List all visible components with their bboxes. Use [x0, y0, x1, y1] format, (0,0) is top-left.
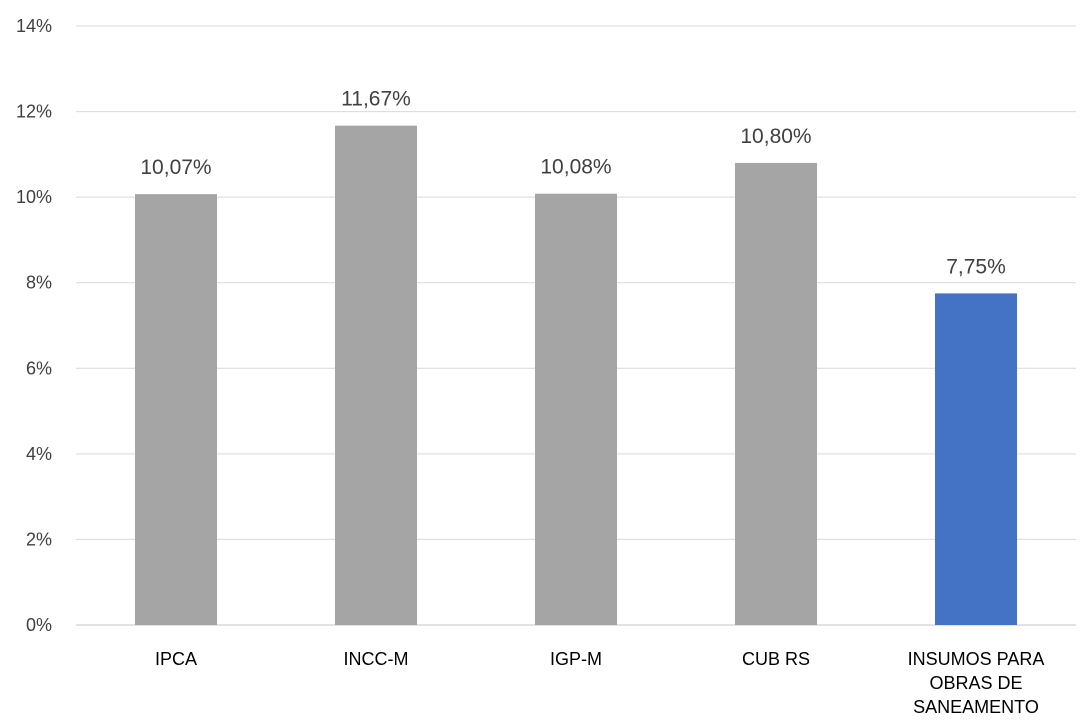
y-tick-label: 0% — [26, 615, 52, 635]
y-tick-label: 4% — [26, 444, 52, 464]
bar — [535, 193, 617, 625]
data-label: 10,80% — [740, 125, 811, 148]
x-axis-category-labels: IPCA INCC-M IGP-M CUB RS INSUMOS PARA OBRAS D… — [155, 649, 1044, 717]
y-tick-label: 12% — [16, 102, 52, 122]
x-tick-label: INCC-M — [344, 649, 409, 669]
x-tick-label: IPCA — [155, 649, 197, 669]
x-tick-label: CUB RS — [742, 649, 810, 669]
y-axis-tick-labels: 0% 2% 4% 6% 8% 10% 12% 14% — [16, 16, 52, 635]
data-labels: 10,07% 11,67% 10,08% 10,80% 7,75% — [140, 88, 1005, 279]
y-tick-label: 2% — [26, 529, 52, 549]
data-label: 7,75% — [946, 255, 1006, 278]
y-tick-label: 6% — [26, 358, 52, 378]
bar — [135, 194, 217, 625]
bar — [735, 162, 817, 625]
bar — [335, 125, 417, 626]
data-label: 10,08% — [540, 156, 611, 179]
x-tick-label: IGP-M — [550, 649, 602, 669]
y-tick-label: 14% — [16, 16, 52, 36]
data-label: 10,07% — [140, 156, 211, 179]
x-tick-label: INSUMOS PARA OBRAS DE SANEAMENTO — [908, 649, 1045, 717]
data-label: 11,67% — [341, 88, 411, 111]
bar — [935, 293, 1017, 625]
y-tick-label: 8% — [26, 273, 52, 293]
bars — [135, 125, 1017, 626]
y-tick-label: 10% — [16, 187, 52, 207]
